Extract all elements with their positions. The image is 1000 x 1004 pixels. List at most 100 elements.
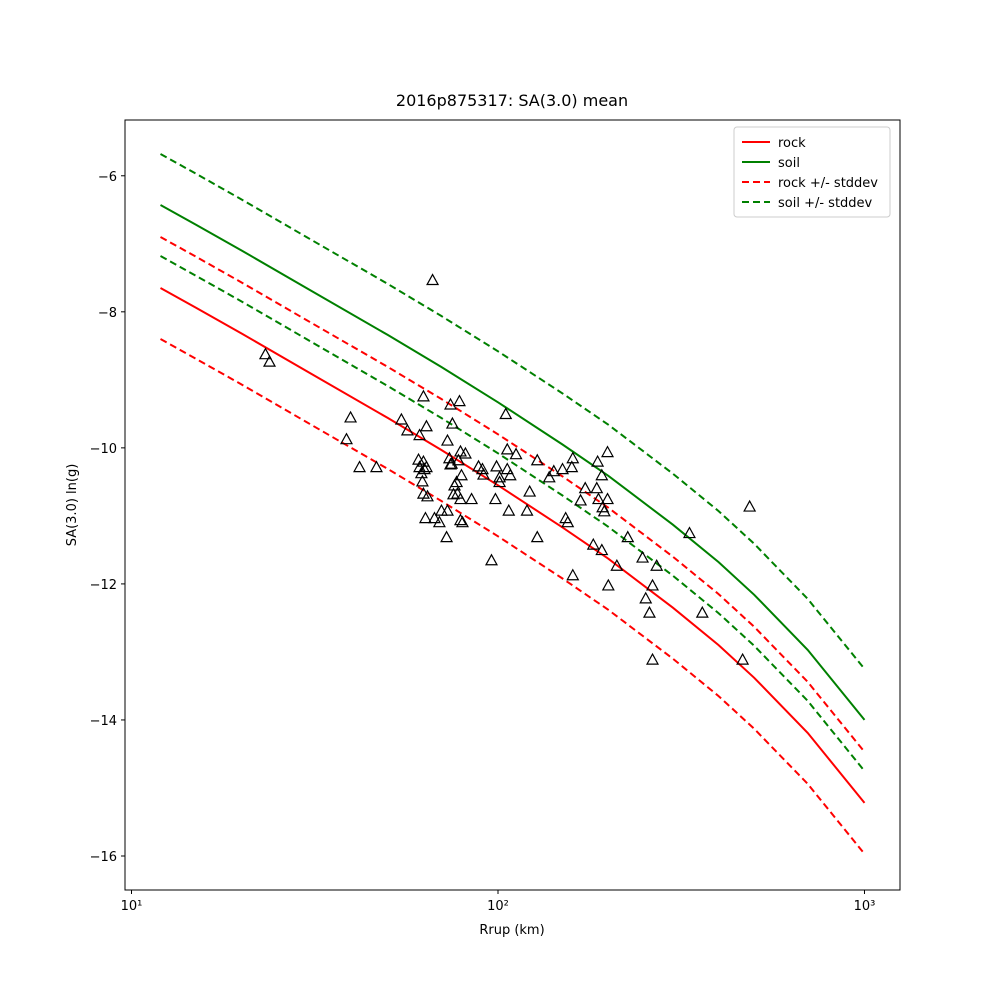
- data-point: [427, 511, 441, 524]
- data-point: [476, 467, 491, 480]
- data-point: [344, 410, 358, 423]
- data-point: [645, 578, 660, 591]
- y-tick-label: −14: [90, 714, 117, 729]
- data-point: [597, 504, 611, 517]
- data-point: [415, 474, 429, 487]
- data-point: [416, 389, 430, 402]
- data-point: [502, 503, 516, 516]
- legend-label: rock: [778, 136, 806, 151]
- y-tick-label: −6: [98, 170, 117, 185]
- x-tick-label: 10¹: [121, 899, 143, 914]
- data-point: [639, 591, 653, 604]
- line: [160, 287, 866, 804]
- data-point: [339, 432, 353, 445]
- data-point: [262, 354, 277, 367]
- data-point: [595, 468, 609, 481]
- data-point: [465, 492, 479, 505]
- data-point: [419, 460, 433, 473]
- data-point: [432, 515, 446, 528]
- data-point: [413, 428, 427, 441]
- data-point: [574, 493, 588, 506]
- y-tick-label: −10: [90, 442, 117, 457]
- data-point: [440, 503, 454, 516]
- legend-label: soil: [778, 156, 800, 171]
- data-point: [446, 487, 460, 500]
- data-point: [452, 394, 466, 407]
- y-axis-label: SA(3.0) ln(g): [65, 464, 80, 547]
- data-point: [695, 605, 709, 618]
- data-point: [530, 530, 544, 543]
- lower-line: [160, 338, 866, 855]
- data-point: [645, 652, 660, 665]
- data-point: [499, 407, 513, 420]
- legend-label: soil +/- stddev: [778, 196, 873, 211]
- y-tick-label: −8: [98, 306, 117, 321]
- data-point: [420, 489, 434, 502]
- data-point: [591, 492, 605, 505]
- data-point: [455, 515, 469, 528]
- y-tick-label: −16: [90, 850, 117, 865]
- x-tick-label: 10²: [487, 899, 509, 914]
- data-point: [418, 511, 432, 524]
- data-point: [500, 462, 514, 475]
- data-point: [520, 503, 534, 516]
- data-point: [621, 530, 635, 543]
- y-tick-label: −12: [90, 578, 117, 593]
- data-point: [586, 537, 600, 550]
- data-point: [353, 460, 367, 473]
- data-point: [523, 484, 537, 497]
- upper-line: [160, 153, 866, 670]
- upper-line: [160, 236, 866, 753]
- data-point: [443, 397, 458, 410]
- data-point: [542, 470, 556, 483]
- data-point: [400, 423, 414, 436]
- data-point: [453, 492, 467, 505]
- data-point: [258, 347, 272, 360]
- data-point: [636, 550, 650, 563]
- plot-frame: [124, 119, 901, 891]
- data-point: [394, 412, 408, 425]
- data-point: [451, 453, 465, 466]
- data-point: [736, 652, 750, 665]
- legend-label: rock +/- stddev: [778, 176, 878, 191]
- data-point: [556, 462, 570, 475]
- data-point: [650, 558, 664, 571]
- data-point: [493, 470, 507, 483]
- data-point: [547, 464, 561, 477]
- data-point: [642, 605, 656, 618]
- data-point: [503, 468, 517, 481]
- data-point: [590, 481, 604, 494]
- data-point: [458, 446, 472, 459]
- data-point: [601, 445, 615, 458]
- data-point: [500, 442, 514, 455]
- data-point: [426, 273, 440, 286]
- data-point: [475, 462, 489, 475]
- data-point: [454, 468, 468, 481]
- data-point: [490, 459, 504, 472]
- data-point: [601, 492, 615, 505]
- data-point: [682, 526, 696, 539]
- data-point: [445, 416, 459, 429]
- data-point: [419, 419, 433, 432]
- data-point: [493, 475, 507, 488]
- data-point: [440, 530, 454, 543]
- data-point: [591, 454, 605, 467]
- data-point: [369, 460, 383, 473]
- chart-title: 2016p875317: SA(3.0) mean: [396, 91, 628, 110]
- data-point: [578, 481, 592, 494]
- data-point: [484, 553, 499, 566]
- data-point: [743, 499, 757, 512]
- data-point: [530, 453, 544, 466]
- data-point: [566, 568, 580, 581]
- data-point: [509, 447, 523, 460]
- data-point: [610, 558, 624, 571]
- data-point: [440, 433, 454, 446]
- data-point: [450, 475, 464, 488]
- x-axis-label: Rrup (km): [479, 923, 544, 938]
- legend-box: [733, 126, 891, 218]
- line: [160, 204, 866, 721]
- data-point: [561, 515, 575, 528]
- data-point: [595, 543, 609, 556]
- data-point: [565, 460, 579, 473]
- data-point: [601, 578, 615, 591]
